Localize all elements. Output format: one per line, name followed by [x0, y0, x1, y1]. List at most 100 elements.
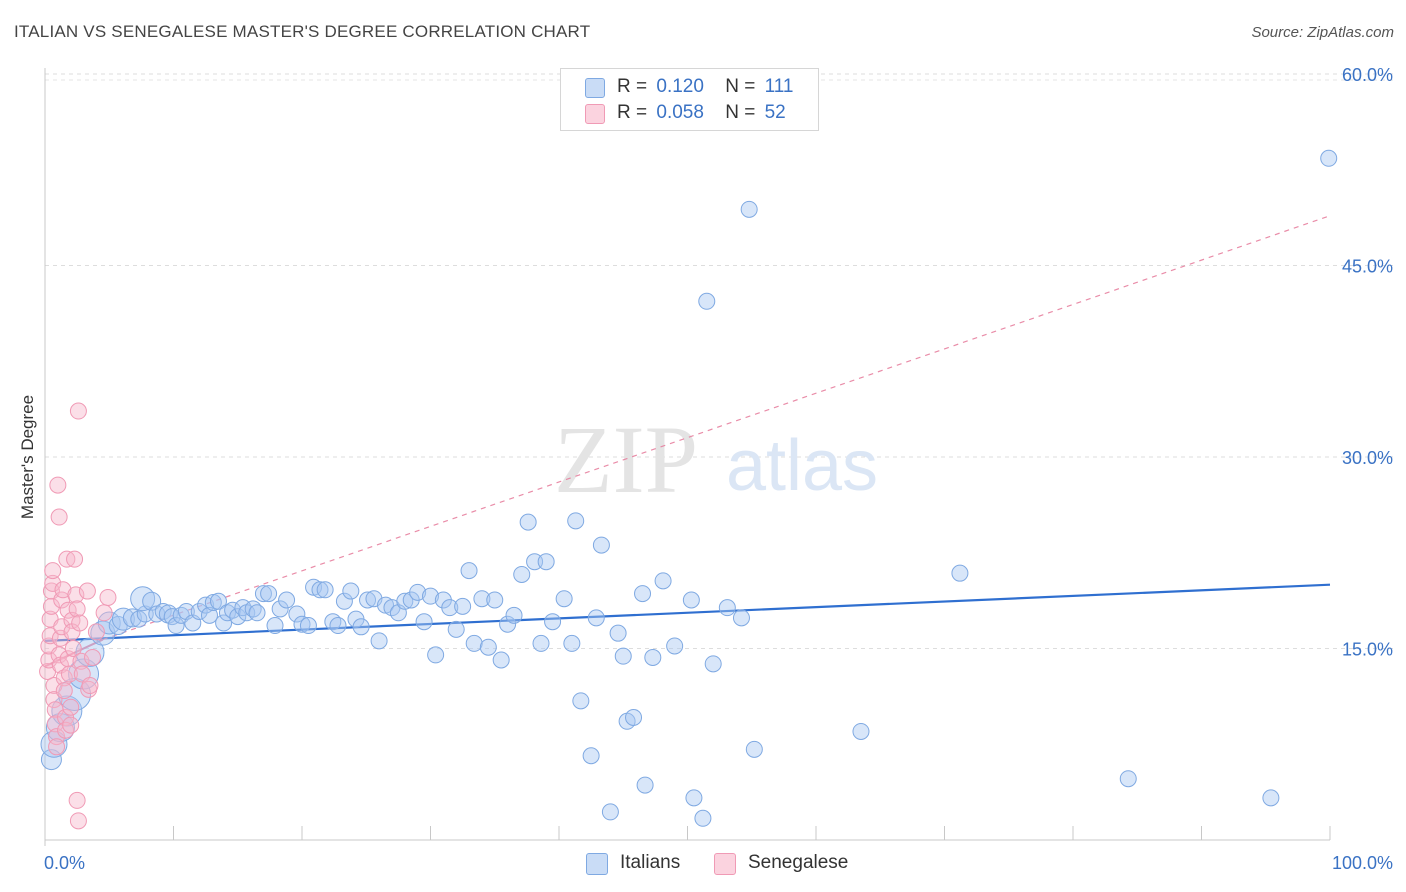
legend-r-value-italians: 0.120 — [656, 76, 704, 97]
data-point-senegalese-8 — [44, 562, 62, 580]
data-point-italians-44 — [299, 617, 317, 635]
data-point-italians-32 — [229, 608, 247, 626]
chart-title: ITALIAN VS SENEGALESE MASTER'S DEGREE CO… — [14, 22, 591, 41]
data-point-italians-95 — [625, 708, 643, 726]
data-point-senegalese-24 — [55, 682, 73, 700]
data-point-senegalese-5 — [42, 597, 60, 615]
data-point-italians-85 — [563, 634, 581, 652]
tick-labels: 15.0% 30.0% 45.0% 60.0% 0.0% 100.0% — [44, 65, 1393, 873]
data-point-senegalese-13 — [48, 728, 66, 746]
data-point-italians-88 — [582, 747, 600, 765]
legend-r-value-senegalese: 0.058 — [656, 102, 704, 123]
data-point-senegalese-51 — [99, 588, 117, 606]
data-point-italians-96 — [634, 585, 652, 603]
y-tick-label-15: 15.0% — [1342, 640, 1393, 660]
data-point-italians-72 — [473, 590, 491, 608]
data-point-italians-53 — [352, 618, 370, 636]
trend-line-senegalese-extension — [102, 215, 1331, 641]
correlation-legend: R = 0.120 N = 111 R = 0.058 N = 52 — [560, 68, 819, 131]
data-point-italians-114 — [1320, 149, 1338, 167]
data-point-italians-112 — [1119, 770, 1137, 788]
y-tick-label-30: 30.0% — [1342, 448, 1393, 468]
data-point-italians-87 — [572, 692, 590, 710]
data-point-italians-50 — [335, 592, 353, 610]
legend-r-label-senegalese: R = — [617, 102, 648, 123]
data-point-italians-39 — [266, 617, 284, 635]
data-point-italians-110 — [852, 722, 870, 740]
source-label: Source: ZipAtlas.com — [1251, 24, 1394, 41]
data-point-italians-97 — [636, 776, 654, 794]
data-point-italians-80 — [526, 553, 544, 571]
data-point-italians-3 — [51, 695, 83, 727]
data-point-italians-63 — [415, 613, 433, 631]
data-point-italians-81 — [532, 634, 550, 652]
legend-r-label-italians: R = — [617, 76, 648, 97]
data-point-italians-60 — [396, 592, 414, 610]
data-point-senegalese-32 — [62, 716, 80, 734]
data-point-senegalese-14 — [48, 738, 66, 756]
legend-n-value-senegalese: 52 — [764, 102, 786, 123]
data-point-italians-105 — [718, 599, 736, 617]
data-point-senegalese-47 — [81, 677, 99, 695]
data-point-italians-70 — [460, 562, 478, 580]
y-tick-label-45: 45.0% — [1342, 257, 1393, 277]
data-point-italians-93 — [614, 647, 632, 665]
x-tick-label-end: 100.0% — [1332, 853, 1393, 873]
data-point-italians-103 — [694, 809, 712, 827]
data-point-italians-49 — [329, 617, 347, 635]
data-point-italians-26 — [200, 606, 218, 624]
data-point-italians-47 — [316, 581, 334, 599]
data-point-italians-78 — [513, 565, 531, 583]
legend-swatch-senegalese — [585, 104, 605, 124]
trend-line-italians — [44, 583, 1331, 642]
data-point-italians-46 — [311, 581, 329, 599]
data-point-italians-90 — [592, 536, 610, 554]
data-point-italians-41 — [278, 591, 296, 609]
data-point-senegalese-48 — [84, 648, 102, 666]
data-point-senegalese-50 — [95, 604, 113, 622]
data-point-italians-7 — [90, 620, 116, 646]
data-point-italians-65 — [427, 646, 445, 664]
legend-swatch-italians — [585, 78, 605, 98]
data-point-senegalese-38 — [68, 600, 86, 618]
data-point-senegalese-31 — [62, 698, 80, 716]
data-point-italians-86 — [567, 512, 585, 530]
data-point-italians-101 — [682, 591, 700, 609]
series-label-italians: Italians — [620, 852, 681, 873]
data-point-italians-20 — [167, 617, 185, 635]
data-point-senegalese-45 — [78, 582, 96, 600]
data-point-italians-113 — [1262, 789, 1280, 807]
data-point-italians-74 — [486, 591, 504, 609]
legend-n-value-italians: 111 — [764, 76, 794, 97]
data-point-senegalese-28 — [59, 601, 77, 619]
data-point-italians-82 — [537, 553, 555, 571]
data-point-italians-56 — [370, 632, 388, 650]
y-axis-label: Master's Degree — [18, 395, 37, 519]
data-point-italians-109 — [698, 292, 716, 310]
data-point-senegalese-7 — [44, 574, 62, 592]
data-point-senegalese-22 — [54, 581, 72, 599]
grid-lines — [45, 73, 1394, 650]
data-point-senegalese-41 — [71, 614, 89, 632]
series-swatch-senegalese — [714, 853, 736, 875]
data-point-italians-111 — [951, 564, 969, 582]
data-point-italians-37 — [254, 585, 272, 603]
data-point-italians-84 — [555, 590, 573, 608]
data-points — [39, 149, 1338, 830]
data-point-italians-102 — [685, 789, 703, 807]
series-swatch-italians — [586, 853, 608, 875]
data-point-italians-73 — [479, 638, 497, 656]
data-point-italians-6 — [75, 637, 105, 667]
y-tick-label-60: 60.0% — [1342, 65, 1393, 85]
series-label-senegalese: Senegalese — [748, 852, 849, 873]
data-point-senegalese-30 — [60, 665, 78, 683]
data-point-italians-40 — [271, 600, 289, 618]
data-point-italians-92 — [609, 624, 627, 642]
watermark: ZIP atlas — [554, 406, 878, 513]
data-point-italians-67 — [441, 599, 459, 617]
data-point-italians-108 — [745, 740, 763, 758]
legend-n-label-italians: N = — [725, 76, 756, 97]
data-point-italians-54 — [359, 591, 377, 609]
data-point-italians-2 — [45, 713, 75, 743]
data-point-senegalese-15 — [49, 476, 67, 494]
